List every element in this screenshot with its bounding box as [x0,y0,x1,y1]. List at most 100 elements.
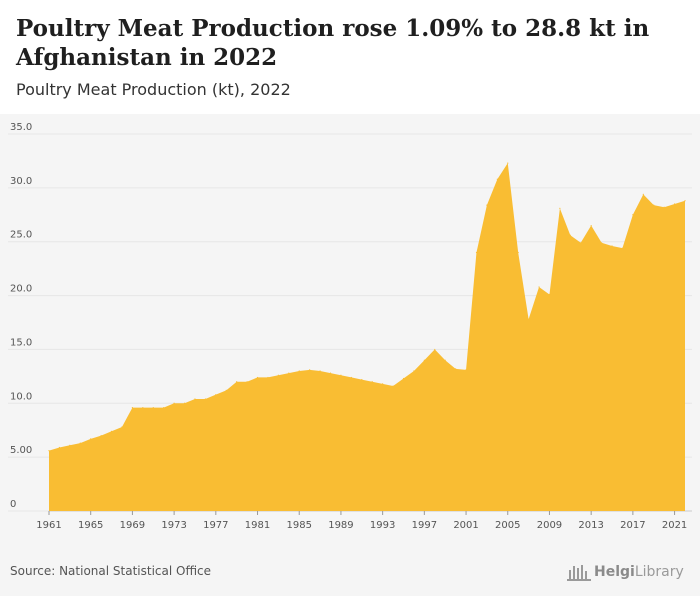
y-tick-label: 20.0 [10,284,32,295]
data-point [173,402,175,404]
data-point [569,234,571,236]
data-point [298,370,300,372]
data-point [256,376,259,379]
data-point [58,446,61,449]
data-point [642,193,644,195]
x-tick-label: 1961 [36,520,61,531]
logo-text: HelgiLibrary [594,564,684,580]
data-point [267,376,269,379]
header: Poultry Meat Production rose 1.09% to 28… [0,0,700,114]
chart-subtitle: Poultry Meat Production (kt), 2022 [16,80,291,99]
data-point [163,406,165,409]
y-tick-label: 0 [10,499,16,510]
data-point [465,369,467,371]
data-point [632,214,634,216]
library-columns-icon [567,565,591,581]
data-point [600,242,603,244]
data-point [413,370,415,372]
data-point [225,389,227,391]
y-axis-labels: 0 5.00 10.0 15.0 20.0 25.0 30.0 35.0 [10,122,32,510]
data-point [653,204,655,206]
y-tick-label: 15.0 [10,337,32,348]
x-tick-label: 1997 [412,520,437,531]
data-point [434,348,436,351]
data-point [423,359,425,361]
x-tick-label: 1973 [161,520,186,531]
data-point [507,162,509,164]
data-point [392,385,394,387]
data-point [496,178,498,180]
y-tick-label: 35.0 [10,122,32,133]
x-tick-label: 2013 [578,520,603,531]
x-tick-label: 1977 [203,520,228,531]
data-point [100,435,102,437]
data-point [204,398,206,400]
data-point [528,318,530,320]
data-point [183,402,186,404]
x-tick-label: 2009 [537,520,562,531]
x-tick-label: 2001 [453,520,478,531]
x-tick-label: 2017 [620,520,645,531]
data-point [236,381,238,383]
x-tick-label: 2005 [495,520,520,531]
data-point [402,377,405,380]
y-tick-label: 10.0 [10,391,32,402]
data-point [517,251,519,254]
data-point [340,374,342,376]
x-tick-label: 1993 [370,520,395,531]
data-point [131,406,134,409]
helgi-library-logo: HelgiLibrary [566,561,696,583]
x-tick-label: 2021 [662,520,687,531]
source-note: Source: National Statistical Office [10,564,212,578]
data-point [329,372,332,374]
data-point [288,372,290,374]
data-point [559,207,561,209]
x-axis-ticks: 1961 1965 1969 1973 1977 1981 1985 1989 1993 1997… [36,511,687,531]
x-tick-label: 1969 [120,520,145,531]
data-point [684,200,686,202]
data-point [215,394,217,396]
data-point [621,247,624,249]
data-point [475,251,478,254]
data-point [309,369,311,371]
data-point [580,242,582,244]
data-point [152,406,154,409]
data-point [455,368,457,370]
area-series-fill [49,163,685,511]
data-point [673,203,676,205]
data-point [611,245,613,247]
logo-text-rest: Library [634,564,684,580]
data-point [110,430,113,432]
data-point [246,381,248,383]
data-point [371,381,373,383]
data-point [538,286,540,288]
y-tick-label: 30.0 [10,176,32,187]
area-series [48,162,686,511]
page-title: Poultry Meat Production rose 1.09% to 28… [16,15,650,71]
data-point [590,224,592,227]
data-point [48,450,50,452]
y-tick-label: 5.00 [10,445,32,456]
y-tick-label: 25.0 [10,230,32,241]
logo-text-bold: Helgi [594,564,635,580]
data-point [121,426,123,428]
data-point [194,398,196,400]
data-point [319,370,321,372]
data-point [444,359,446,361]
data-point [361,378,363,381]
data-point [79,442,81,444]
data-point [277,374,279,376]
data-point [486,204,488,206]
data-point [69,444,71,446]
data-point [142,406,144,409]
data-point [90,438,92,440]
data-point [663,206,665,208]
x-tick-label: 1981 [245,520,270,531]
data-point [350,376,352,379]
data-point [382,383,384,385]
data-point [548,293,551,296]
x-tick-label: 1985 [287,520,312,531]
x-tick-label: 1989 [328,520,353,531]
x-tick-label: 1965 [78,520,103,531]
